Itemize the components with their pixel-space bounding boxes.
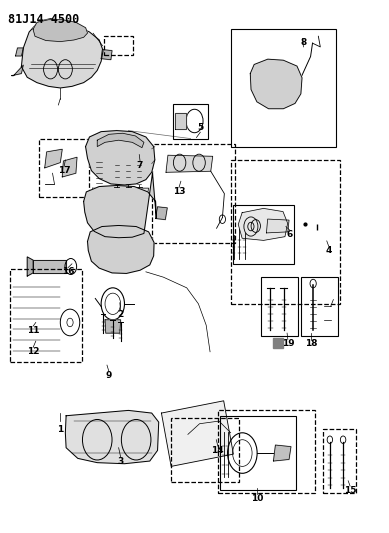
Polygon shape: [273, 445, 291, 461]
Polygon shape: [62, 157, 77, 177]
Polygon shape: [101, 50, 112, 60]
Bar: [152, 144, 235, 243]
Text: 19: 19: [282, 340, 294, 348]
Polygon shape: [273, 338, 283, 348]
Text: 81J14 4500: 81J14 4500: [8, 13, 79, 26]
Bar: [220, 416, 296, 490]
Polygon shape: [238, 208, 287, 240]
Polygon shape: [105, 320, 121, 333]
Text: 18: 18: [305, 340, 317, 348]
Polygon shape: [84, 173, 156, 238]
Bar: [173, 104, 208, 139]
Text: 14: 14: [212, 446, 224, 455]
Bar: [231, 29, 336, 147]
Text: 16: 16: [62, 268, 74, 276]
Polygon shape: [250, 59, 302, 109]
Polygon shape: [33, 260, 66, 273]
Polygon shape: [161, 401, 233, 466]
Polygon shape: [45, 149, 62, 168]
Text: 5: 5: [197, 124, 203, 132]
Polygon shape: [156, 207, 167, 220]
Polygon shape: [33, 20, 88, 42]
Text: 2: 2: [117, 310, 124, 319]
Bar: [218, 410, 315, 493]
Bar: [301, 277, 338, 336]
Bar: [233, 205, 294, 264]
Text: 17: 17: [58, 166, 70, 175]
Bar: [171, 418, 239, 482]
Text: 13: 13: [173, 188, 185, 196]
Text: 12: 12: [27, 348, 39, 356]
Polygon shape: [86, 131, 155, 185]
Polygon shape: [93, 188, 149, 196]
Bar: [10, 269, 82, 362]
Text: 7: 7: [137, 161, 143, 169]
Polygon shape: [65, 410, 159, 464]
Text: 3: 3: [117, 457, 124, 465]
Polygon shape: [97, 133, 144, 148]
Bar: [323, 429, 356, 493]
Text: 1: 1: [57, 425, 63, 433]
Text: 15: 15: [344, 486, 356, 495]
Polygon shape: [21, 19, 103, 88]
Bar: [39, 139, 89, 197]
Polygon shape: [27, 257, 33, 276]
Polygon shape: [16, 48, 23, 56]
Bar: [261, 277, 298, 336]
Polygon shape: [266, 219, 289, 233]
Text: 6: 6: [287, 230, 293, 239]
Text: 8: 8: [300, 38, 307, 47]
Text: 9: 9: [106, 372, 112, 380]
Text: 4: 4: [326, 246, 332, 255]
Polygon shape: [166, 155, 213, 172]
Text: 10: 10: [251, 494, 263, 503]
Polygon shape: [175, 113, 186, 129]
Bar: [104, 36, 133, 55]
Polygon shape: [88, 225, 154, 273]
Text: 11: 11: [27, 326, 39, 335]
Polygon shape: [12, 65, 23, 76]
Bar: [231, 160, 340, 304]
